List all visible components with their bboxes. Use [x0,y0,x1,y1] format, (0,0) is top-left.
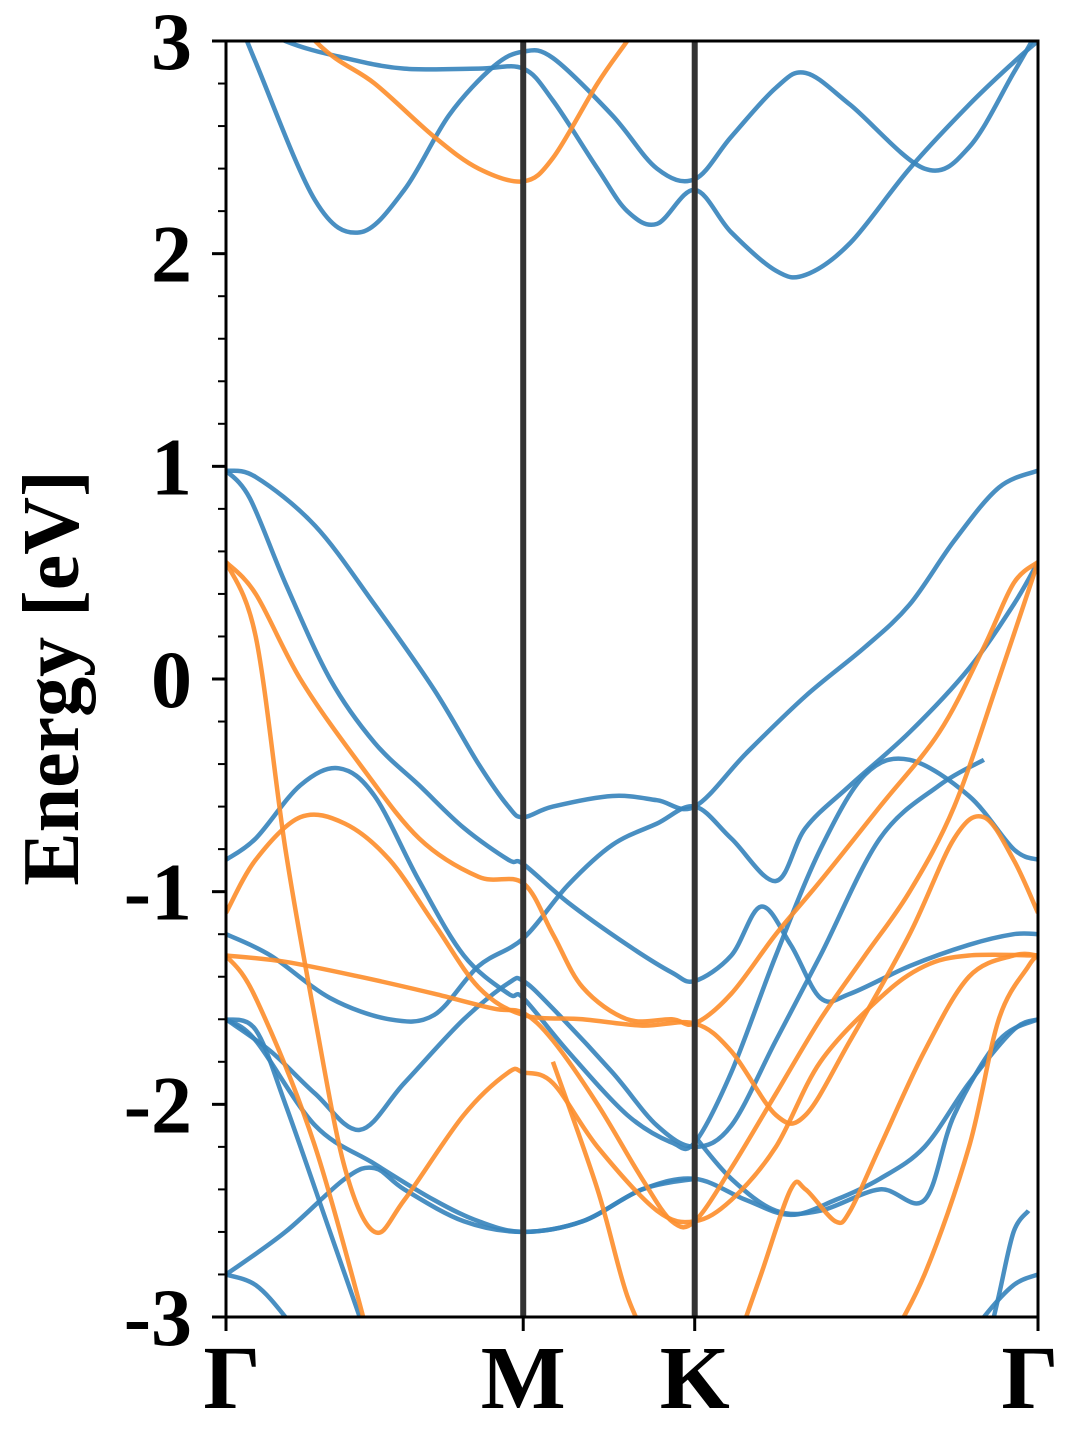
band-line-orange-18 [226,561,1038,1230]
band-line-blue-1 [279,41,1038,280]
x-tick-label-1: M [481,1329,566,1428]
y-tick-label: 0 [151,634,192,725]
y-axis-ticks: -3 -2 -1 0 1 2 3 [124,0,226,1363]
band-line-blue-12 [692,1017,1038,1217]
band-line-orange-20 [550,1061,639,1317]
band-line-orange-17 [226,561,1038,1236]
band-line-blue-3 [226,468,1038,820]
symmetry-lines [520,41,698,1317]
band-line-blue-6 [226,560,1038,1024]
y-tick-label: -2 [124,1059,192,1150]
band-line-blue-9 [226,1165,696,1277]
x-tick-label-0: Γ [203,1329,260,1428]
y-tick-label: 2 [151,209,192,300]
band-line-orange-22 [901,953,1038,1317]
band-line-orange-2 [312,41,630,184]
x-tick-label-2: K [660,1329,730,1428]
band-line-blue-11 [226,1017,363,1317]
y-tick-label: -1 [124,847,192,938]
y-tick-label: -3 [124,1272,192,1363]
y-tick-label: 1 [151,421,192,512]
y-tick-label: 3 [151,0,192,87]
x-tick-label-3: Γ [1001,1329,1058,1428]
band-line-orange-21 [743,951,1038,1317]
band-line-orange-15 [226,560,1038,1028]
band-line-blue-4 [226,469,1038,1004]
band-line-blue-10 [226,1272,289,1317]
band-line-blue-5 [226,756,1038,1152]
y-axis-label: Energy [eV] [8,470,96,885]
band-line-blue-0 [244,41,1035,235]
band-line-blue-7 [226,757,986,1150]
band-line-blue-14 [981,1272,1038,1317]
band-line-orange-19 [226,954,366,1317]
band-line-blue-13 [991,1209,1031,1317]
band-curves [226,41,1038,1317]
